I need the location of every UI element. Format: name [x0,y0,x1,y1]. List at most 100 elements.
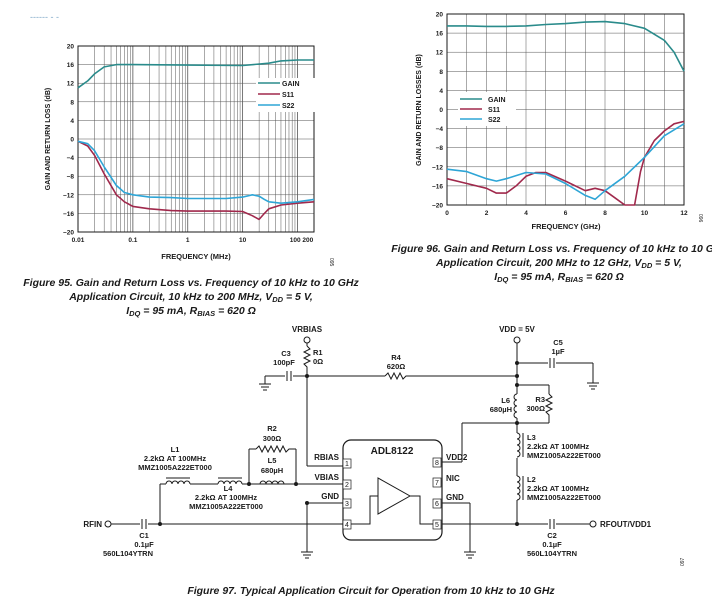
l2-part: MMZ1005A222ET000 [527,493,601,502]
fig96-l2-sub: DD [641,261,652,270]
fig95-caption-line1: Figure 95. Gain and Return Loss vs. Freq… [23,277,359,289]
c2-series-s11 [446,120,685,206]
junction-rfout [515,522,519,526]
l3-value: 2.2kΩ AT 100MHz [527,442,589,451]
c1-xtick: 1 [186,237,190,244]
c1-ytick: 12 [67,81,75,88]
c1-series-s22 [77,140,315,204]
application-circuit-schematic: ADL8122 1 2 3 4 8 7 6 5 RBIAS VBIAS GND [83,325,686,566]
c1-ytick: −20 [63,230,74,237]
chart1-legend-gain: GAIN [282,81,300,88]
fig96-caption-line2: Application Circuit, 200 MHz to 12 GHz, … [435,257,682,270]
c2-ytick: −4 [436,126,444,133]
c2-name: C2 [547,531,557,540]
chart2-legend-gain: GAIN [488,97,506,104]
l4-ferrite [217,477,243,485]
r1-resistor [302,345,312,370]
l4-part: MMZ1005A222ET000 [189,502,263,511]
c1-ytick: −4 [67,155,75,162]
fig96-l3-end: = 620 Ω [583,271,624,283]
l4-value: 2.2kΩ AT 100MHz [195,493,257,502]
c2-ytick: 0 [439,107,443,114]
r2-resistor [255,444,290,454]
c5-value: 1µF [551,347,564,356]
junction-gnd [305,501,309,505]
l1-value: 2.2kΩ AT 100MHz [144,454,206,463]
c1-series-gain [77,59,314,89]
chart1-y-ticks: 20 16 12 8 4 0 −4 −8 −12 −16 −20 [63,44,74,237]
c1-xtick: 0.01 [72,237,85,244]
chart2-legend-s11: S11 [488,107,500,114]
l2-value: 2.2kΩ AT 100MHz [527,484,589,493]
r1-name: R1 [313,348,323,357]
chart2-figure-id: 096 [697,214,703,223]
fig95-caption-line2: Application Circuit, 10 kHz to 200 MHz, … [68,291,313,304]
c2-value: 0.1µF [542,540,562,549]
c2-series-gain [447,20,685,72]
chart1-x-ticks: 0.01 0.1 1 10 100 200 [72,237,314,244]
c2-ytick: 12 [436,50,444,57]
corner-fragment: ------ - - [30,12,59,22]
fig95-l2-text: Application Circuit, 10 kHz to 200 MHz, … [68,291,273,303]
c2-xtick: 8 [603,210,607,217]
junction-vdd-r4 [515,374,519,378]
c2-xtick: 10 [641,210,649,217]
l6-name: L6 [501,396,510,405]
vrbias-label: VRBIAS [292,325,323,334]
chip-ground-right-icon [464,551,476,559]
c2-ytick: −12 [432,164,443,171]
l5-value: 680µH [261,466,283,475]
l2-name: L2 [527,475,536,484]
c3-capacitor [286,371,292,381]
c2-xtick: 2 [485,210,489,217]
c1-series-s11 [77,140,315,221]
fig95-l3-bias: BIAS [197,309,215,318]
fig95-l3-mid: = 95 mA, R [140,305,197,317]
fig97-caption: Figure 97. Typical Application Circuit f… [187,585,555,597]
c5-name: C5 [553,338,563,347]
c1-ytick: −12 [63,192,74,199]
chart2-y-axis-label: GAIN AND RETURN LOSSES (dB) [416,54,423,166]
l5-name: L5 [268,456,277,465]
c1-ytick: −8 [67,174,75,181]
c3-name: C3 [281,349,291,358]
c2-capacitor [549,519,555,529]
c2-part: 560L104YTRN [527,549,577,558]
schematic-junctions [158,361,519,526]
pin-vdd2-label: VDD2 [446,453,468,462]
c2-ytick: 4 [439,88,443,95]
chart1-legend-s11: S11 [282,92,294,99]
c1-xtick: 100 200 [290,237,314,244]
l3-ferrite [516,432,524,458]
c2-ytick: 16 [436,31,444,38]
r2-name: R2 [267,424,277,433]
chart1-series [77,59,315,221]
chip-ground-left-icon [301,551,313,559]
r3-name: R3 [535,395,545,404]
chart1-frame [77,45,315,233]
fig96-l2-text: Application Circuit, 200 MHz to 12 GHz, … [435,257,642,269]
chart-gain-return-loss-200mhz-12ghz: 20 16 12 8 4 0 −4 −8 −12 −16 −20 0 2 4 6 8 10 12 FREQUEN… [416,12,703,232]
chart2-x-axis-label: FREQUENCY (GHz) [531,222,601,231]
pin-3-number: 3 [345,501,349,508]
c2-xtick: 0 [445,210,449,217]
c1-ytick: 8 [70,99,74,106]
chart1-x-axis-label: FREQUENCY (MHz) [161,252,231,261]
r2-value: 300Ω [263,434,282,443]
c1-xtick: 0.1 [128,237,137,244]
c1-ytick: 0 [70,137,74,144]
chart2-frame [446,13,685,206]
c5-capacitor [549,358,555,368]
c1-ytick: −16 [63,211,74,218]
pin-rbias-label: RBIAS [314,453,340,462]
l3-name: L3 [527,433,536,442]
l1-part: MMZ1005A222ET000 [138,463,212,472]
fig96-l3-bias: BIAS [565,275,583,284]
r4-name: R4 [391,353,401,362]
chart2-y-ticks: 20 16 12 8 4 0 −4 −8 −12 −16 −20 [432,12,443,210]
rfin-label: RFIN [83,520,102,529]
l4-name: L4 [224,484,234,493]
c2-ytick: 20 [436,12,444,19]
c1-capacitor [141,519,147,529]
l2-ferrite [516,475,524,501]
